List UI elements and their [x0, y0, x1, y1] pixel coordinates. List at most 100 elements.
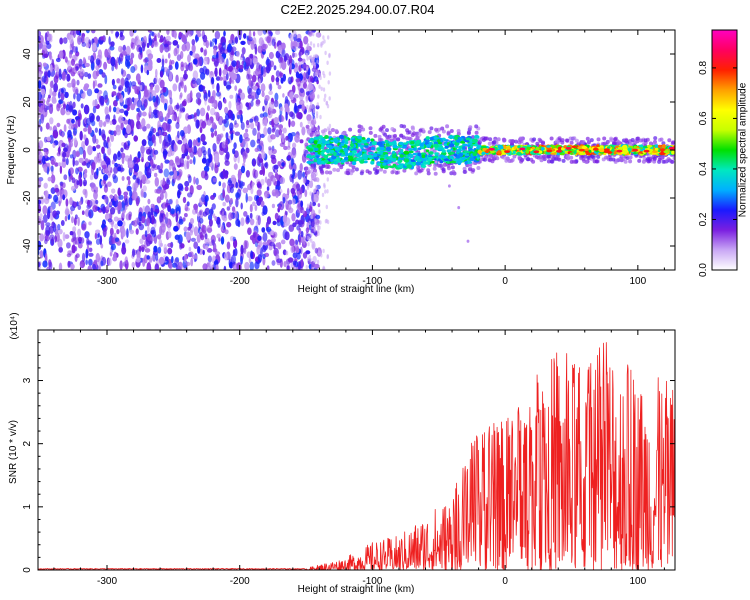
noise-cell — [229, 77, 232, 85]
noise-cell — [181, 34, 187, 43]
noise-cell — [201, 224, 207, 234]
noise-cell — [279, 114, 282, 123]
noise-cell — [175, 74, 179, 83]
noise-cell — [62, 194, 66, 201]
noise-cell — [121, 155, 125, 165]
noise-cell — [327, 80, 330, 85]
signal-halo-cell — [414, 171, 419, 176]
noise-cell — [78, 146, 84, 155]
noise-cell — [212, 177, 217, 183]
signal-halo-cell — [660, 155, 665, 160]
noise-cell — [226, 241, 231, 250]
noise-cell — [183, 62, 188, 68]
noise-cell — [125, 53, 131, 62]
noise-cell — [58, 246, 63, 253]
noise-cell — [78, 58, 83, 67]
noise-cell — [48, 103, 54, 108]
noise-cell — [231, 46, 237, 52]
noise-cell — [182, 107, 186, 113]
noise-cell — [46, 99, 50, 106]
signal-cell — [348, 152, 353, 156]
noise-cell — [49, 80, 54, 89]
noise-cell — [70, 185, 76, 192]
noise-cell — [113, 106, 117, 113]
noise-cell — [107, 170, 112, 176]
signal-cell — [386, 156, 390, 160]
signal-halo-cell — [382, 169, 387, 174]
noise-cell — [164, 43, 169, 48]
signal-cell — [410, 159, 416, 162]
noise-cell — [142, 41, 146, 52]
signal-halo-cell — [320, 170, 325, 175]
signal-cell — [344, 141, 349, 145]
noise-cell — [196, 234, 201, 243]
noise-cell — [57, 162, 62, 167]
noise-cell — [229, 94, 234, 99]
noise-cell — [317, 43, 320, 48]
noise-cell — [75, 167, 79, 175]
noise-cell — [290, 187, 295, 195]
noise-cell — [166, 30, 170, 35]
noise-cell — [173, 144, 178, 152]
noise-cell — [42, 205, 48, 215]
noise-cell — [237, 155, 240, 164]
noise-cell — [223, 265, 227, 270]
signal-halo-cell — [456, 129, 461, 133]
noise-cell — [278, 128, 282, 136]
noise-cell — [180, 64, 185, 72]
noise-cell — [83, 179, 87, 187]
noise-cell — [294, 102, 297, 113]
noise-cell — [124, 239, 130, 244]
noise-cell — [96, 115, 101, 122]
noise-cell — [81, 93, 84, 98]
noise-cell — [144, 205, 151, 215]
noise-cell — [78, 200, 82, 206]
noise-cell — [243, 33, 247, 39]
noise-cell — [74, 124, 78, 129]
noise-cell — [54, 234, 57, 243]
noise-cell — [234, 211, 238, 221]
signal-halo-cell — [592, 159, 597, 164]
noise-cell — [252, 31, 256, 37]
noise-cell — [100, 36, 104, 41]
noise-cell — [242, 138, 247, 144]
noise-cell — [159, 38, 164, 43]
signal-halo-cell — [519, 139, 524, 144]
noise-cell — [105, 205, 110, 210]
noise-cell — [129, 189, 133, 198]
noise-cell — [237, 114, 240, 120]
noise-cell — [39, 250, 44, 259]
signal-halo-cell — [432, 166, 437, 171]
signal-halo-cell — [590, 154, 595, 159]
noise-cell — [307, 30, 313, 37]
noise-cell — [218, 181, 222, 187]
noise-cell — [214, 251, 221, 256]
noise-cell — [108, 36, 111, 45]
noise-cell — [83, 134, 87, 141]
noise-cell — [187, 115, 193, 120]
noise-cell — [110, 41, 115, 47]
noise-cell — [211, 77, 215, 85]
noise-cell — [149, 236, 156, 242]
noise-cell — [290, 245, 295, 254]
noise-cell — [124, 198, 128, 208]
noise-cell — [154, 84, 160, 93]
noise-cell — [164, 58, 168, 64]
noise-cell — [167, 205, 172, 212]
noise-cell — [193, 112, 197, 117]
noise-cell — [38, 199, 42, 205]
noise-cell — [200, 47, 204, 53]
noise-cell — [317, 94, 320, 99]
noise-cell — [209, 40, 212, 48]
noise-cell — [263, 126, 268, 137]
noise-cell — [118, 45, 123, 53]
noise-cell — [276, 258, 282, 264]
signal-cell — [321, 149, 327, 153]
noise-cell — [82, 149, 86, 160]
noise-cell — [103, 174, 109, 181]
noise-cell — [158, 168, 163, 174]
noise-cell — [228, 212, 233, 221]
noise-cell — [183, 226, 188, 232]
noise-cell — [296, 253, 301, 260]
noise-cell — [153, 245, 158, 253]
